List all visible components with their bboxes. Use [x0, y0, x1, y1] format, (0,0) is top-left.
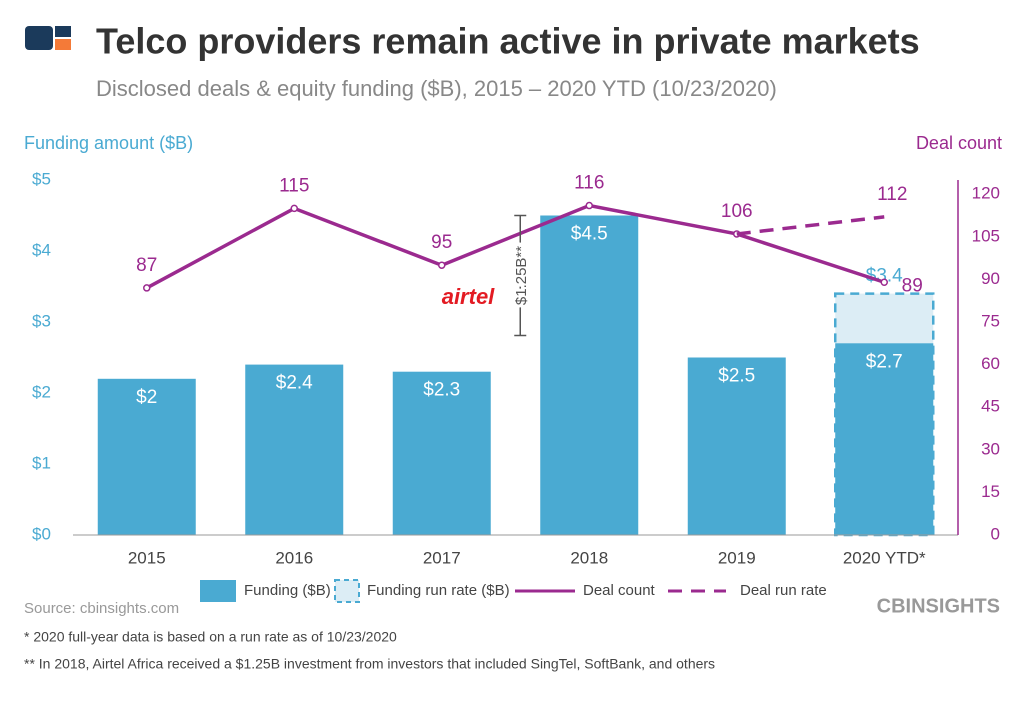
- footnote: * 2020 full-year data is based on a run …: [24, 629, 397, 645]
- legend-swatch: [200, 580, 236, 602]
- x-tick-label: 2016: [275, 548, 313, 567]
- line-label: 89: [902, 275, 923, 296]
- bar: [687, 357, 786, 535]
- bar-label: $2: [136, 387, 157, 408]
- bar: [835, 343, 934, 535]
- legend-label: Deal run rate: [740, 582, 827, 599]
- x-tick-label: 2015: [128, 548, 166, 567]
- y2-tick-label: 0: [991, 524, 1000, 543]
- y2-tick-label: 105: [972, 226, 1000, 245]
- bar: [97, 378, 196, 535]
- run-rate-label: $3.4: [866, 266, 903, 287]
- run-rate-line: [736, 215, 885, 236]
- y2-tick-label: 15: [981, 482, 1000, 501]
- bar: [540, 215, 639, 535]
- point: [438, 261, 446, 269]
- point: [585, 201, 593, 210]
- legend-swatch: [334, 579, 360, 603]
- line-label: 95: [431, 232, 452, 253]
- y-tick-label: $0: [32, 524, 51, 543]
- line: [145, 203, 885, 290]
- x-tick-label: 2019: [718, 548, 756, 567]
- logo-part: [55, 39, 71, 50]
- x-tick-label: 2017: [423, 548, 461, 567]
- y-axis-title: Funding amount ($B): [24, 133, 193, 153]
- annotation: $1.25B**: [513, 246, 530, 305]
- legend-label: Funding ($B): [244, 582, 331, 599]
- y-tick-label: $4: [32, 240, 51, 259]
- bar: [392, 371, 491, 535]
- y-tick-label: $1: [32, 453, 51, 472]
- chart-subtitle: Disclosed deals & equity funding ($B), 2…: [96, 76, 777, 101]
- y-tick-label: $2: [32, 382, 51, 401]
- point: [143, 284, 151, 292]
- y2-tick-label: 75: [981, 311, 1000, 330]
- line-label: 116: [574, 173, 604, 194]
- bar: [245, 364, 344, 535]
- legend-label: Deal count: [583, 582, 656, 599]
- bar-label: $4.5: [571, 224, 608, 245]
- bar-label: $2.3: [423, 380, 460, 401]
- x-tick-label: 2018: [570, 548, 608, 567]
- point: [880, 278, 888, 286]
- y2-tick-label: 60: [981, 354, 1000, 373]
- x-tick-label: 2020 YTD*: [843, 548, 926, 567]
- footnote: ** In 2018, Airtel Africa received a $1.…: [24, 656, 715, 672]
- logo-part: [25, 26, 53, 50]
- y2-tick-label: 90: [981, 269, 1000, 288]
- y2-tick-label: 45: [981, 397, 1000, 416]
- y-tick-label: $3: [32, 311, 51, 330]
- source: Source: cbinsights.com: [24, 600, 179, 617]
- point: [290, 204, 298, 213]
- logo-part: [55, 26, 71, 37]
- bar-label: $2.4: [276, 373, 313, 394]
- y2-axis-title: Deal count: [916, 133, 1002, 153]
- line-label: 115: [279, 175, 309, 196]
- y-tick-label: $5: [32, 169, 51, 188]
- line-label: 87: [136, 255, 157, 276]
- bar-label: $2.7: [866, 351, 903, 372]
- airtel-logo: airtel: [442, 284, 495, 309]
- bar-label: $2.5: [718, 366, 755, 387]
- chart-title: Telco providers remain active in private…: [96, 21, 920, 62]
- y2-tick-label: 120: [972, 184, 1000, 203]
- legend-label: Funding run rate ($B): [367, 582, 510, 599]
- line-label: 112: [877, 184, 907, 205]
- logo: [25, 26, 71, 50]
- line-label: 106: [721, 201, 753, 222]
- brand: CBINSIGHTS: [877, 595, 1000, 617]
- y2-tick-label: 30: [981, 439, 1000, 458]
